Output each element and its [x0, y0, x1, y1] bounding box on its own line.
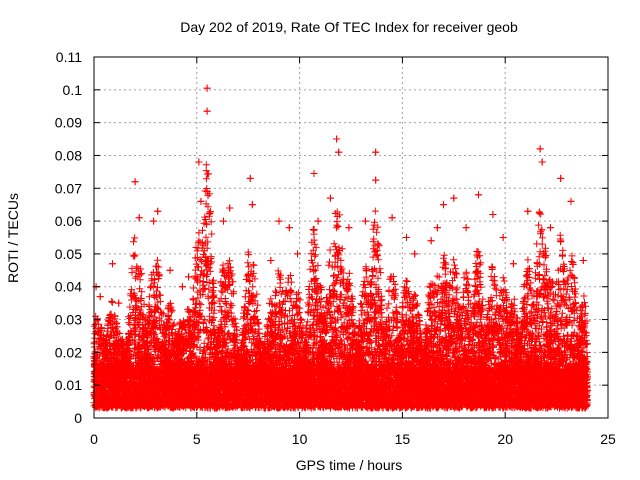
- roti-peak-point: [546, 224, 554, 232]
- roti-peak-point: [489, 211, 497, 219]
- roti-peak-point: [314, 217, 322, 225]
- roti-peak-point: [178, 283, 186, 291]
- x-tick-label: 10: [292, 431, 308, 447]
- y-tick-label: 0.08: [55, 147, 82, 163]
- roti-peak-point: [115, 299, 123, 307]
- y-tick-label: 0: [74, 410, 82, 426]
- axis-ticks: [93, 56, 609, 419]
- roti-peak-point: [567, 197, 575, 205]
- roti-peak-point: [275, 217, 283, 225]
- roti-peak-point: [135, 214, 143, 222]
- y-tick-label: 0.04: [55, 279, 82, 295]
- roti-peak-point: [433, 224, 441, 232]
- roti-peak-point: [411, 250, 419, 258]
- roti-point-cloud: [90, 84, 591, 412]
- y-tick-label: 0.01: [55, 377, 82, 393]
- roti-peak-point: [203, 84, 211, 92]
- roti-peak-point: [345, 224, 353, 232]
- x-tick-labels: 0 5 10 15 20 25: [90, 431, 616, 447]
- y-tick-label: 0.09: [55, 115, 82, 131]
- y-tick-label: 0.03: [55, 312, 82, 328]
- roti-peak-point: [335, 148, 343, 156]
- roti-peak-point: [197, 197, 205, 205]
- roti-peak-point: [538, 158, 546, 166]
- roti-peak-point: [499, 234, 507, 241]
- roti-peak-point: [248, 201, 256, 209]
- roti-peak-point: [203, 107, 211, 115]
- plot-frame: [93, 56, 609, 419]
- y-tick-label: 0.1: [63, 82, 83, 98]
- roti-peak-point: [326, 194, 334, 202]
- roti-peak-point: [509, 260, 517, 268]
- chart-title: Day 202 of 2019, Rate Of TEC Index for r…: [180, 19, 518, 35]
- roti-peak-point: [536, 145, 544, 153]
- x-tick-label: 20: [497, 431, 513, 447]
- y-axis-title: ROTI / TECUs: [5, 193, 21, 283]
- y-tick-label: 0.06: [55, 213, 82, 229]
- roti-peak-point: [462, 224, 470, 232]
- roti-peak-point: [557, 174, 565, 182]
- roti-peak-point: [131, 178, 139, 186]
- x-tick-label: 25: [600, 431, 616, 447]
- roti-peak-point: [220, 217, 228, 225]
- roti-peak-point: [372, 148, 380, 156]
- roti-peak-point: [524, 207, 532, 215]
- roti-peak-point: [427, 237, 435, 245]
- roti-peak-point: [267, 256, 275, 264]
- roti-peak-point: [96, 293, 104, 301]
- roti-peak-point: [474, 191, 482, 199]
- roti-peak-point: [450, 194, 458, 202]
- roti-peak-point: [185, 273, 193, 281]
- roti-peak-point: [294, 250, 302, 258]
- roti-peak-point: [403, 234, 411, 241]
- roti-peak-point: [310, 170, 318, 178]
- y-tick-label: 0.07: [55, 180, 82, 196]
- y-tick-labels: 0 0.01 0.02 0.03 0.04 0.05 0.06 0.07 0.08 0.09 0.1…: [55, 49, 82, 426]
- roti-peak-point: [109, 260, 117, 268]
- roti-peak-point: [440, 201, 448, 209]
- roti-peak-point: [154, 207, 162, 215]
- roti-peak-point: [372, 176, 380, 184]
- roti-peak-point: [388, 214, 396, 222]
- roti-peak-point: [246, 174, 254, 182]
- y-tick-label: 0.05: [55, 246, 82, 262]
- x-tick-label: 0: [90, 431, 98, 447]
- roti-peak-point: [150, 217, 158, 225]
- roti-peak-point: [361, 217, 369, 225]
- roti-peak-point: [285, 224, 293, 232]
- roti-peak-point: [166, 266, 174, 274]
- x-tick-label: 5: [193, 431, 201, 447]
- roti-peak-point: [333, 135, 341, 143]
- y-tick-label: 0.11: [56, 49, 82, 65]
- roti-peak-point: [226, 204, 234, 212]
- x-axis-title: GPS time / hours: [296, 457, 403, 473]
- x-tick-label: 15: [395, 431, 411, 447]
- data-points: [90, 84, 591, 412]
- y-tick-label: 0.02: [55, 344, 82, 360]
- roti-peak-point: [195, 158, 203, 166]
- roti-peak-point: [579, 256, 587, 264]
